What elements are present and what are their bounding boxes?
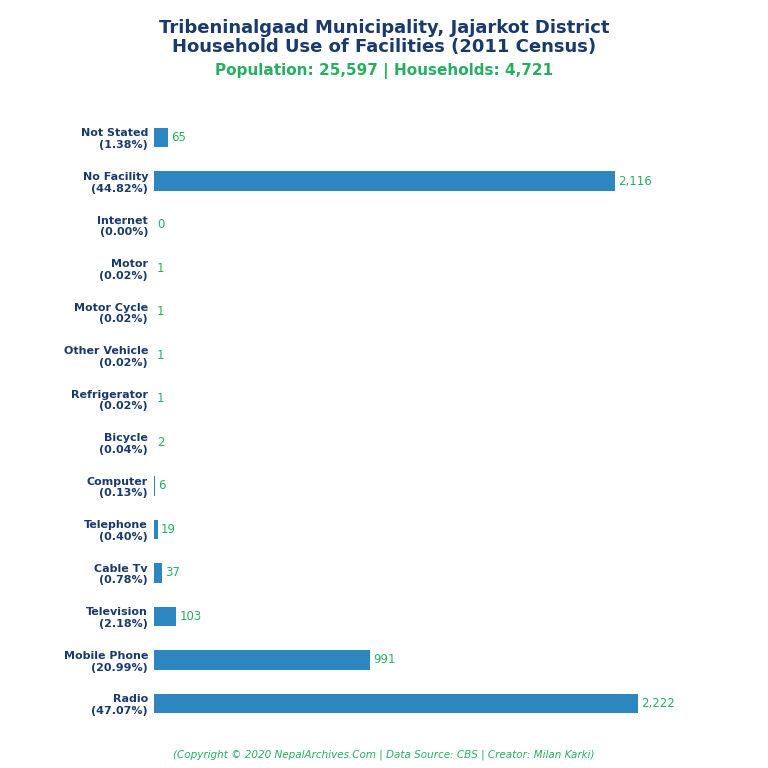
- Text: (Copyright © 2020 NepalArchives.Com | Data Source: CBS | Creator: Milan Karki): (Copyright © 2020 NepalArchives.Com | Da…: [174, 750, 594, 760]
- Text: 19: 19: [161, 523, 176, 536]
- Bar: [154, 127, 167, 147]
- Text: 2,116: 2,116: [618, 174, 652, 187]
- Bar: [154, 563, 162, 583]
- Text: 0: 0: [157, 218, 164, 231]
- Text: 1: 1: [157, 392, 164, 406]
- Bar: [154, 607, 176, 626]
- Text: 1: 1: [157, 262, 164, 275]
- Bar: [154, 476, 155, 495]
- Text: Tribeninalgaad Municipality, Jajarkot District: Tribeninalgaad Municipality, Jajarkot Di…: [159, 19, 609, 37]
- Text: 65: 65: [171, 131, 186, 144]
- Text: 1: 1: [157, 349, 164, 362]
- Text: 1: 1: [157, 305, 164, 318]
- Bar: [154, 650, 369, 670]
- Text: 2: 2: [157, 435, 165, 449]
- Text: 103: 103: [180, 610, 201, 623]
- Bar: [154, 694, 638, 713]
- Text: Population: 25,597 | Households: 4,721: Population: 25,597 | Households: 4,721: [215, 63, 553, 79]
- Text: 2,222: 2,222: [641, 697, 675, 710]
- Text: Household Use of Facilities (2011 Census): Household Use of Facilities (2011 Census…: [172, 38, 596, 56]
- Bar: [154, 519, 157, 539]
- Bar: [154, 171, 615, 190]
- Text: 37: 37: [165, 566, 180, 579]
- Text: 991: 991: [373, 654, 396, 667]
- Text: 6: 6: [158, 479, 166, 492]
